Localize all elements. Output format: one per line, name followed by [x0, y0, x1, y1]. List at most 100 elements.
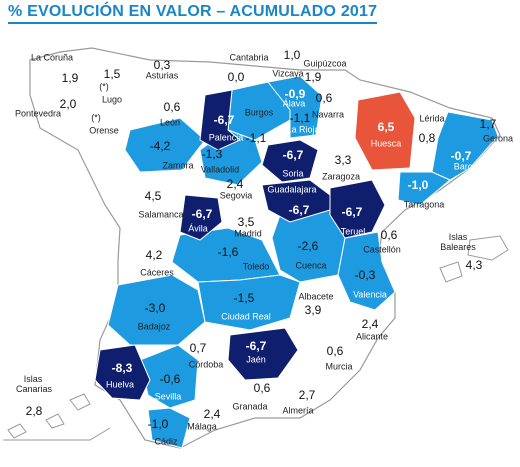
province-value: 2,0 [59, 97, 77, 111]
province-name: León [159, 117, 181, 128]
province-value: 4,2 [145, 248, 163, 262]
region-palencia [199, 89, 241, 151]
province-name: Lérida [419, 113, 445, 124]
province-value: -6,7 [191, 207, 213, 221]
province-value: -3,0 [144, 301, 166, 315]
province-name: Almería [282, 405, 314, 416]
province-value: 0,0 [227, 70, 245, 84]
province-value: 1,0 [283, 48, 301, 62]
province-value: 0,7 [189, 341, 207, 355]
province-value: -1,1 [289, 111, 311, 125]
province-value: 4,5 [144, 189, 162, 203]
province-value: -6,7 [282, 148, 304, 162]
region-leon-south [124, 117, 206, 173]
province-value: -2,6 [297, 239, 319, 253]
province-name: Navarra [311, 109, 345, 120]
province-value: -4,2 [149, 139, 171, 153]
province-name: Toledo [242, 261, 270, 272]
region-tarragona [397, 171, 451, 206]
province-value: 6,5 [377, 120, 395, 134]
islas-canarias-label: Islas Canarias [16, 374, 53, 395]
province-value: 0,8 [418, 131, 436, 145]
province-name: Teruel [340, 226, 366, 237]
province-name: Cantabria [229, 52, 269, 63]
province-value: 1,5 [103, 67, 121, 81]
islas-baleares-value: 4,3 [465, 258, 483, 272]
region-badajoz [107, 274, 206, 346]
province-value: 0,3 [153, 58, 171, 72]
province-value: 1,7 [479, 117, 497, 131]
region-valencia [337, 231, 396, 311]
province-name: Albacete [298, 291, 334, 302]
province-name: Cáceres [140, 267, 174, 278]
province-name: Orense [89, 125, 119, 136]
region-rioja-alava [267, 75, 323, 139]
province-name: Zamora [162, 160, 194, 171]
province-name: Córdoba [188, 359, 224, 370]
province-name: Valencia [353, 289, 387, 300]
province-name: Álava [282, 98, 306, 109]
province-value: -0,3 [354, 268, 376, 282]
map-title: % EVOLUCIÓN EN VALOR – ACUMULADO 2017 [8, 3, 378, 24]
region-huesca [354, 91, 416, 171]
province-value: 0,6 [326, 344, 344, 358]
province-name: Badajoz [137, 321, 171, 332]
province-name: La Coruña [30, 52, 74, 63]
province-name: Málaga [187, 421, 217, 432]
province-value: 0,6 [315, 91, 333, 105]
region-jaen [227, 327, 299, 381]
province-name: Valladolid [200, 164, 240, 175]
province-value: -1,5 [233, 291, 255, 305]
province-value: 2,4 [361, 317, 379, 331]
province-name: Guipúzcoa [303, 58, 347, 69]
province-name: Burgos [244, 107, 274, 118]
province-value: -6,7 [213, 113, 235, 127]
province-value: -1,1 [245, 131, 267, 145]
province-name: Soria [282, 168, 304, 179]
province-value: 0,6 [163, 100, 181, 114]
province-note: (*) [99, 81, 109, 92]
region-huelva [94, 344, 151, 401]
province-name: Sevilla [154, 391, 182, 402]
region-sevilla [139, 344, 199, 409]
province-value: -1,6 [217, 245, 239, 259]
province-value: 2,7 [298, 388, 316, 402]
province-name: Lugo [101, 94, 123, 105]
province-name: Cuenca [295, 260, 327, 271]
province-value: -6,7 [341, 205, 363, 219]
province-value: -1,0 [147, 417, 169, 431]
province-value: 2,4 [203, 407, 221, 421]
province-note: (*) [91, 112, 101, 123]
province-name: Jaén [246, 354, 266, 365]
province-name: Madrid [234, 228, 262, 239]
province-value: 1,9 [304, 70, 322, 84]
region-soria [261, 139, 319, 183]
province-name: Salamanca [138, 209, 184, 220]
province-value: 3,3 [334, 153, 352, 167]
province-name: Cádiz [154, 436, 178, 447]
canarias-frame [3, 427, 111, 441]
province-name: Murcia [325, 361, 353, 372]
province-name: Segovia [219, 190, 253, 201]
region-catalonia-east [431, 111, 499, 181]
province-value: -1,3 [201, 147, 223, 161]
province-name: Vizcaya [272, 68, 304, 79]
province-name: Palencia [208, 132, 244, 143]
province-name: Pontevedra [14, 108, 62, 119]
province-name: Gerona [482, 133, 514, 144]
province-value: -8,3 [111, 361, 133, 375]
province-name: Barcelona [453, 161, 495, 172]
region-ciudad-real [197, 274, 301, 331]
province-name: Ciudad Real [221, 311, 271, 322]
region-teruel [329, 179, 386, 239]
province-value: 3,9 [304, 303, 322, 317]
province-value: -6,7 [245, 339, 267, 353]
canarias-outline [7, 393, 91, 439]
province-value: -1,0 [407, 178, 429, 192]
province-name: Guadalajara [267, 184, 317, 195]
province-name: Huesca [370, 138, 402, 149]
province-value: 0,6 [380, 228, 398, 242]
province-name: Zaragoza [321, 171, 361, 182]
province-value: 1,9 [61, 71, 79, 85]
